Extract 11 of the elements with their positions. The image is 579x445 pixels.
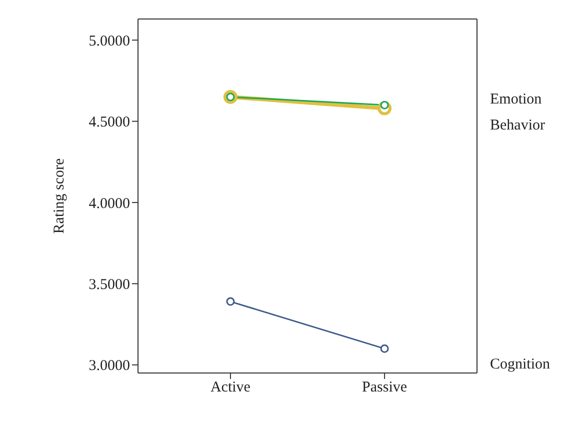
y-tick-label: 4.0000 xyxy=(88,196,130,212)
y-axis-title: Rating score xyxy=(51,158,68,234)
text: Emotion xyxy=(490,92,542,108)
text: Behavior xyxy=(490,118,545,134)
x-tick-label: Active xyxy=(210,380,251,396)
y-tick-label: 3.5000 xyxy=(88,277,130,294)
y-tick-label: 4.5000 xyxy=(88,114,130,131)
text: Cognition xyxy=(490,356,551,373)
x-tick-label: Passive xyxy=(362,380,408,396)
y-tick-label: 3.0000 xyxy=(88,358,130,374)
y-tick-label: 5.0000 xyxy=(88,33,130,50)
